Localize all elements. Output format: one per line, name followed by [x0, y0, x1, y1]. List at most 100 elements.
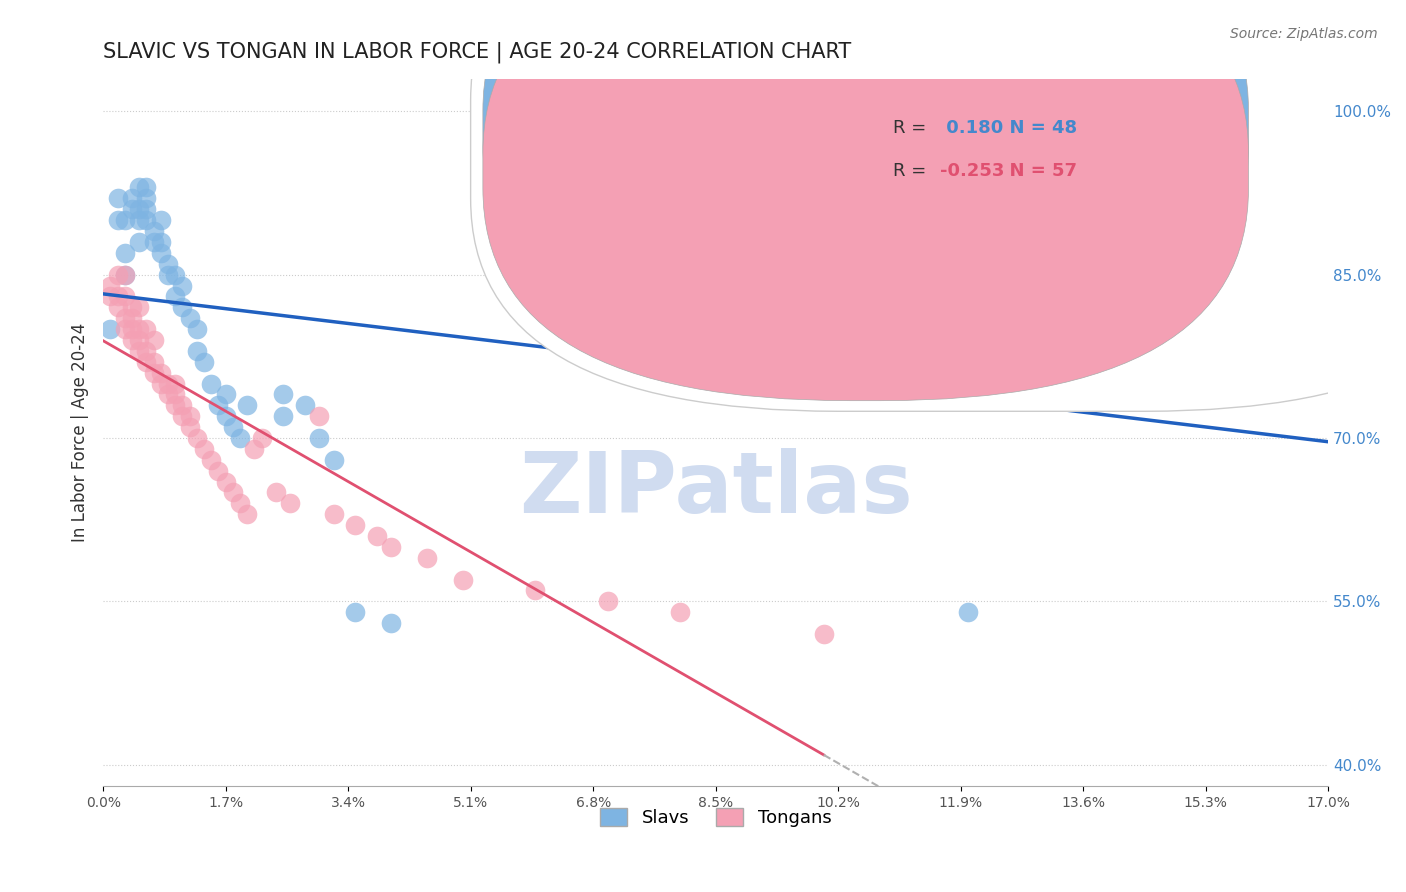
- Point: [135, 322, 157, 336]
- Point: [172, 409, 194, 424]
- Point: [128, 322, 150, 336]
- Point: [114, 268, 136, 282]
- Point: [172, 301, 194, 315]
- Point: [236, 398, 259, 412]
- Point: [121, 322, 143, 336]
- Point: [165, 398, 187, 412]
- Point: [165, 387, 187, 401]
- Point: [380, 540, 402, 554]
- Point: [149, 366, 172, 380]
- Point: [207, 464, 229, 478]
- Point: [271, 409, 294, 424]
- Point: [135, 355, 157, 369]
- Point: [200, 376, 222, 391]
- Point: [344, 605, 367, 619]
- Point: [308, 409, 330, 424]
- Point: [142, 355, 165, 369]
- Point: [322, 452, 344, 467]
- Point: [149, 235, 172, 249]
- Text: R =: R =: [893, 120, 932, 137]
- Point: [142, 366, 165, 380]
- Point: [114, 268, 136, 282]
- Point: [214, 387, 236, 401]
- Point: [416, 550, 439, 565]
- Text: N = 57: N = 57: [997, 161, 1077, 179]
- Point: [135, 202, 157, 217]
- Point: [596, 594, 619, 608]
- Point: [107, 191, 129, 205]
- Point: [308, 431, 330, 445]
- Point: [222, 485, 245, 500]
- Point: [668, 605, 690, 619]
- Point: [322, 507, 344, 521]
- Point: [165, 376, 187, 391]
- Text: 0.180: 0.180: [939, 120, 1002, 137]
- Point: [107, 289, 129, 303]
- Point: [156, 387, 179, 401]
- Point: [294, 398, 316, 412]
- Point: [186, 431, 208, 445]
- Point: [222, 420, 245, 434]
- Point: [107, 213, 129, 227]
- FancyBboxPatch shape: [482, 0, 1249, 401]
- Point: [596, 115, 619, 129]
- Text: ZIPatlas: ZIPatlas: [519, 448, 912, 531]
- Point: [165, 268, 187, 282]
- Point: [956, 605, 979, 619]
- Point: [121, 301, 143, 315]
- Point: [114, 245, 136, 260]
- Point: [179, 311, 201, 326]
- Point: [98, 322, 121, 336]
- FancyBboxPatch shape: [471, 0, 1406, 411]
- Text: R =: R =: [893, 161, 932, 179]
- Point: [214, 475, 236, 489]
- Point: [128, 202, 150, 217]
- Legend: Slavs, Tongans: Slavs, Tongans: [593, 800, 838, 834]
- Point: [156, 257, 179, 271]
- Point: [121, 202, 143, 217]
- Point: [280, 496, 302, 510]
- Point: [236, 507, 259, 521]
- Point: [264, 485, 287, 500]
- Point: [98, 289, 121, 303]
- Point: [128, 213, 150, 227]
- FancyBboxPatch shape: [482, 0, 1249, 359]
- Point: [107, 301, 129, 315]
- Point: [193, 442, 215, 456]
- Point: [344, 518, 367, 533]
- Point: [107, 268, 129, 282]
- Point: [200, 452, 222, 467]
- Text: -0.253: -0.253: [939, 161, 1004, 179]
- Point: [250, 431, 273, 445]
- Point: [121, 311, 143, 326]
- Text: Source: ZipAtlas.com: Source: ZipAtlas.com: [1230, 27, 1378, 41]
- Point: [135, 180, 157, 194]
- Point: [165, 289, 187, 303]
- Point: [135, 191, 157, 205]
- Point: [172, 278, 194, 293]
- Point: [114, 289, 136, 303]
- Point: [1244, 104, 1267, 119]
- Point: [243, 442, 266, 456]
- Point: [156, 268, 179, 282]
- Point: [114, 311, 136, 326]
- Point: [524, 583, 547, 598]
- Point: [114, 213, 136, 227]
- Point: [229, 496, 252, 510]
- Y-axis label: In Labor Force | Age 20-24: In Labor Force | Age 20-24: [72, 323, 89, 542]
- Point: [142, 224, 165, 238]
- Point: [179, 420, 201, 434]
- Point: [128, 343, 150, 358]
- Point: [121, 191, 143, 205]
- Point: [271, 387, 294, 401]
- Point: [98, 278, 121, 293]
- Point: [193, 355, 215, 369]
- Point: [114, 322, 136, 336]
- Point: [135, 343, 157, 358]
- Point: [186, 322, 208, 336]
- Point: [214, 409, 236, 424]
- Point: [128, 333, 150, 347]
- Point: [366, 529, 388, 543]
- Point: [121, 333, 143, 347]
- Point: [172, 398, 194, 412]
